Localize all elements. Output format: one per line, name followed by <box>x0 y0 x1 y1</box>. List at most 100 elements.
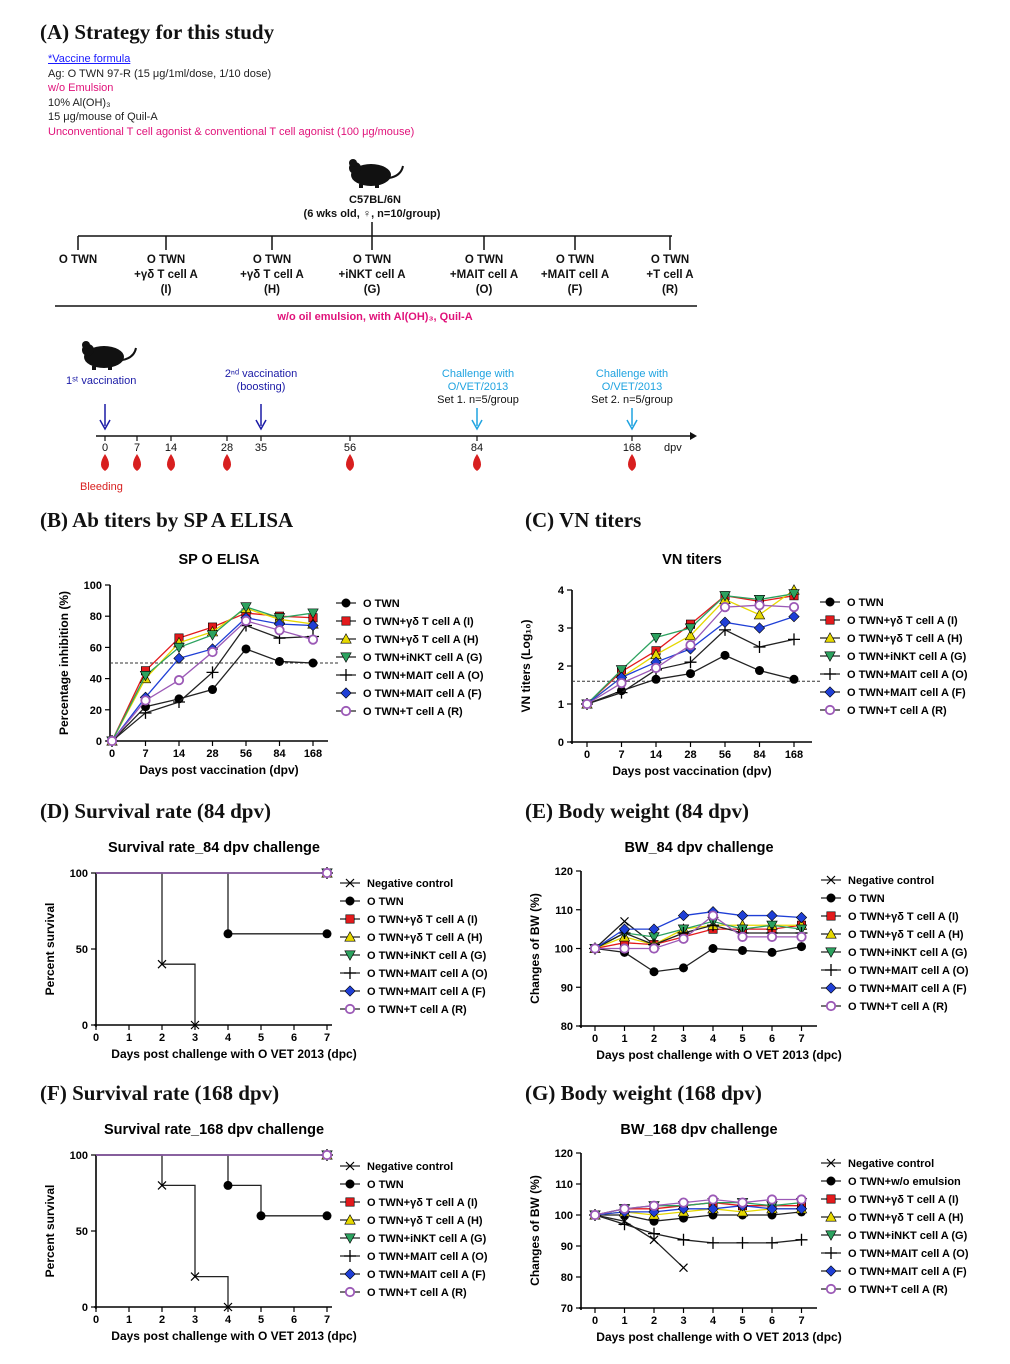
legend: O TWN O TWN+γδ T cell A (I) O TWN+γδ T cel… <box>820 597 968 717</box>
legend-label: O TWN+MAIT cell A (O) <box>363 670 484 682</box>
data-point <box>720 650 730 660</box>
data-point <box>581 698 593 710</box>
legend-label: O TWN+γδ T cell A (I) <box>367 1197 478 1209</box>
x-tick-label: 7 <box>798 1315 804 1327</box>
data-point <box>340 705 352 717</box>
timeline-tick-label: 28 <box>220 442 234 454</box>
x-tick-label: 6 <box>291 1314 297 1326</box>
legend-label: O TWN+T cell A (R) <box>367 1287 467 1299</box>
x-tick-label: 7 <box>618 749 624 761</box>
data-point <box>307 634 319 645</box>
data-point <box>589 1209 601 1221</box>
data-point <box>795 911 808 924</box>
blood-drop-icon <box>133 454 141 471</box>
data-point <box>707 919 719 932</box>
x-tick-label: 5 <box>258 1032 264 1044</box>
blood-drop-icon <box>167 454 175 471</box>
y-tick-label: 90 <box>561 982 573 994</box>
chart-bw-84: BW_84 dpv challenge 80 90 100 110 120 0 1 2 3 4 5 6 7… <box>528 840 969 1062</box>
data-point <box>825 1247 837 1259</box>
data-point <box>649 1235 659 1245</box>
legend-label: O TWN <box>367 896 404 908</box>
formula-line: *Vaccine formula <box>48 53 131 65</box>
group-label-line: (O) <box>475 284 493 296</box>
panel-b-heading: (B) Ab titers by SP A ELISA <box>40 508 294 532</box>
x-tick-label: 5 <box>258 1314 264 1326</box>
legend-label: O TWN+MAIT cell A (F) <box>367 986 486 998</box>
label-line: 2ⁿᵈ vaccination <box>224 368 298 380</box>
data-point <box>139 670 152 682</box>
y-tick-label: 80 <box>561 1272 573 1284</box>
mouse-icon <box>82 341 137 370</box>
x-tick-label: 0 <box>584 749 590 761</box>
chart-title: BW_84 dpv challenge <box>624 840 773 856</box>
blood-drop-icon <box>628 454 636 471</box>
study-group: O TWN +γδ T cell A (H) <box>222 253 322 298</box>
y-tick-label: 0 <box>96 736 102 748</box>
timeline-tick-label: 14 <box>164 442 178 454</box>
y-tick-label: 80 <box>561 1021 573 1033</box>
series-line <box>96 872 327 935</box>
data-point <box>344 1286 356 1298</box>
x-tick-label: 3 <box>680 1033 686 1045</box>
y-tick-label: 4 <box>558 585 565 597</box>
chart-title: SP O ELISA <box>178 552 260 568</box>
x-tick-label: 0 <box>93 1314 99 1326</box>
legend: Negative control O TWN O TWN+γδ T cell A (… <box>340 1161 488 1299</box>
x-tick-label: 168 <box>304 748 322 760</box>
data-point <box>754 600 765 611</box>
label-line: (boosting) <box>236 381 286 393</box>
series <box>589 1194 807 1221</box>
data-point <box>140 695 151 706</box>
data-point <box>173 675 185 686</box>
y-tick-label: 120 <box>555 1148 573 1160</box>
legend-label: O TWN+T cell A (R) <box>367 1004 467 1016</box>
x-tick-label: 2 <box>651 1315 657 1327</box>
group-label-line: +MAIT cell A <box>449 269 519 281</box>
data-point <box>223 929 233 939</box>
data-point <box>206 666 219 679</box>
group-label-line: (F) <box>567 284 583 296</box>
data-point <box>345 1179 355 1189</box>
data-point <box>677 1233 690 1246</box>
data-point <box>825 597 835 607</box>
x-tick-label: 84 <box>753 749 766 761</box>
data-point <box>157 959 167 969</box>
series <box>96 867 333 879</box>
data-point <box>648 1227 660 1240</box>
timeline-tick-label: 35 <box>254 442 268 454</box>
group-label-line: O TWN <box>352 254 392 266</box>
panel-e-heading: (E) Body weight (84 dpv) <box>525 799 750 823</box>
chart-title: BW_168 dpv challenge <box>620 1122 777 1138</box>
data-point <box>344 1268 356 1280</box>
data-point <box>340 687 352 699</box>
study-group: O TWN +γδ T cell A (I) <box>116 253 216 298</box>
legend-label: O TWN+T cell A (R) <box>848 1001 948 1013</box>
y-tick-label: 1 <box>558 699 564 711</box>
data-point <box>589 943 601 954</box>
data-point <box>345 914 355 924</box>
data-point <box>826 875 836 885</box>
x-tick-label: 2 <box>159 1314 165 1326</box>
data-point <box>738 945 748 955</box>
data-point <box>274 625 285 636</box>
data-point <box>173 696 185 708</box>
y-tick-label: 0 <box>82 1020 88 1032</box>
legend-label: O TWN+T cell A (R) <box>848 1284 948 1296</box>
data-point <box>707 910 719 921</box>
series <box>589 1209 808 1249</box>
x-tick-label: 0 <box>592 1033 598 1045</box>
legend-label: O TWN+γδ T cell A (I) <box>847 615 958 627</box>
chart-vn-titers: VN titers 0 1 2 3 4 0 7 14 28 56 84 168 Days post vac… <box>519 552 968 778</box>
chart-survival-168: Survival rate_168 dpv challenge 0 50 100 0 1 2… <box>43 1122 488 1343</box>
data-point <box>767 947 777 957</box>
bleeding-label: Bleeding <box>80 481 123 493</box>
arrow-icon <box>626 408 638 431</box>
x-tick-label: 84 <box>273 748 286 760</box>
group-label-line: (H) <box>264 284 280 296</box>
chart-title: VN titers <box>662 552 722 568</box>
data-point <box>686 669 696 679</box>
legend-label: Negative control <box>848 875 934 887</box>
data-point <box>241 644 251 654</box>
data-point <box>679 963 689 973</box>
